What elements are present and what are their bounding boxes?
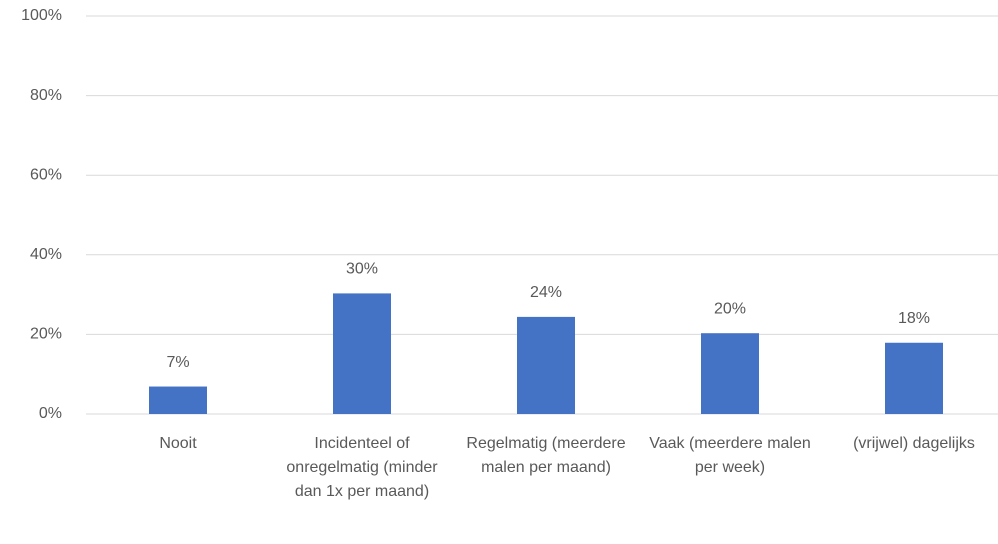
y-tick-label: 80% bbox=[30, 87, 62, 104]
bar bbox=[517, 316, 575, 414]
data-label: 24% bbox=[530, 284, 562, 301]
x-tick-label: Nooit bbox=[159, 435, 197, 452]
data-label: 7% bbox=[166, 354, 189, 371]
bar bbox=[701, 333, 759, 414]
bar bbox=[333, 293, 391, 414]
data-label: 20% bbox=[714, 300, 746, 317]
x-tick-label: Incidenteel of onregelmatig (minder dan … bbox=[286, 435, 438, 500]
bar bbox=[885, 342, 943, 414]
y-tick-label: 40% bbox=[30, 246, 62, 263]
x-tick-label: (vrijwel) dagelijks bbox=[853, 435, 975, 452]
data-label: 18% bbox=[898, 310, 930, 327]
y-tick-label: 20% bbox=[30, 326, 62, 343]
y-tick-label: 60% bbox=[30, 166, 62, 183]
data-label: 30% bbox=[346, 261, 378, 278]
x-tick-label: Regelmatig (meerdere malen per maand) bbox=[466, 435, 626, 476]
x-tick-label: Vaak (meerdere malen per week) bbox=[649, 435, 811, 476]
y-tick-label: 0% bbox=[39, 405, 62, 422]
y-tick-label: 100% bbox=[21, 7, 62, 24]
bar bbox=[149, 386, 207, 414]
